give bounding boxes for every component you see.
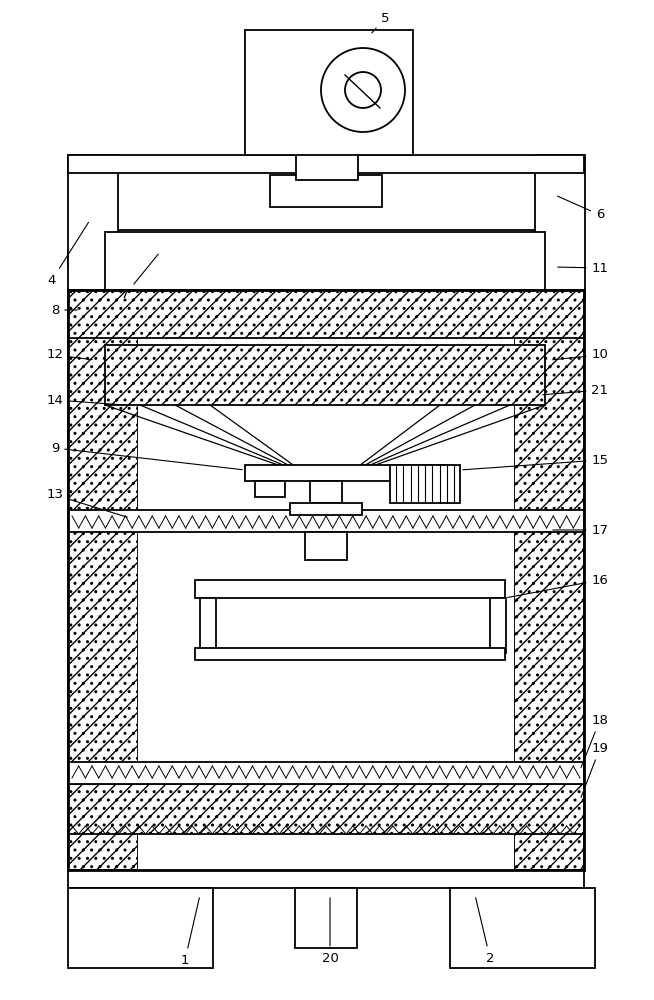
Text: 14: 14 <box>46 393 122 406</box>
Bar <box>450 888 595 968</box>
Bar <box>310 481 342 503</box>
Text: 2: 2 <box>475 898 494 964</box>
Text: 7: 7 <box>121 254 158 302</box>
Bar <box>195 648 505 660</box>
Text: 21: 21 <box>543 383 608 396</box>
Bar <box>68 510 584 532</box>
Text: 19: 19 <box>581 742 608 797</box>
Text: 18: 18 <box>581 714 608 767</box>
Bar <box>68 888 213 968</box>
Text: 12: 12 <box>46 349 92 361</box>
Text: 15: 15 <box>463 454 608 470</box>
Bar <box>68 155 118 300</box>
Bar <box>105 345 545 405</box>
Bar <box>68 252 584 267</box>
Text: 9: 9 <box>51 442 242 470</box>
Bar <box>270 175 382 207</box>
Bar <box>105 232 545 292</box>
Bar <box>295 888 357 948</box>
Bar <box>255 481 285 497</box>
Text: 6: 6 <box>558 196 604 222</box>
Bar <box>105 252 545 274</box>
Text: 17: 17 <box>553 524 608 536</box>
Bar <box>68 870 584 888</box>
Text: 16: 16 <box>508 574 608 597</box>
Text: 13: 13 <box>46 488 128 517</box>
Text: 5: 5 <box>372 11 389 33</box>
Bar <box>305 532 347 560</box>
Bar <box>68 290 584 870</box>
Bar <box>138 290 514 870</box>
Bar <box>68 784 584 834</box>
Text: 11: 11 <box>558 261 608 274</box>
Bar <box>535 155 585 300</box>
Circle shape <box>321 48 405 132</box>
Bar <box>390 465 460 503</box>
Bar <box>68 155 584 173</box>
Text: 20: 20 <box>322 898 338 964</box>
Bar <box>245 465 445 481</box>
Bar <box>490 598 506 653</box>
Text: 8: 8 <box>51 304 77 316</box>
Bar <box>290 503 362 515</box>
Bar <box>310 125 344 145</box>
Bar <box>514 290 584 870</box>
Text: 10: 10 <box>553 349 608 361</box>
Bar <box>195 580 505 598</box>
Text: 1: 1 <box>181 898 199 966</box>
Bar <box>200 598 216 653</box>
Bar <box>296 140 358 180</box>
Circle shape <box>345 72 381 108</box>
Bar <box>105 230 545 255</box>
Bar <box>245 30 413 155</box>
Bar <box>68 290 584 338</box>
Bar <box>68 290 138 870</box>
Text: 4: 4 <box>48 222 88 286</box>
Bar <box>68 762 584 784</box>
